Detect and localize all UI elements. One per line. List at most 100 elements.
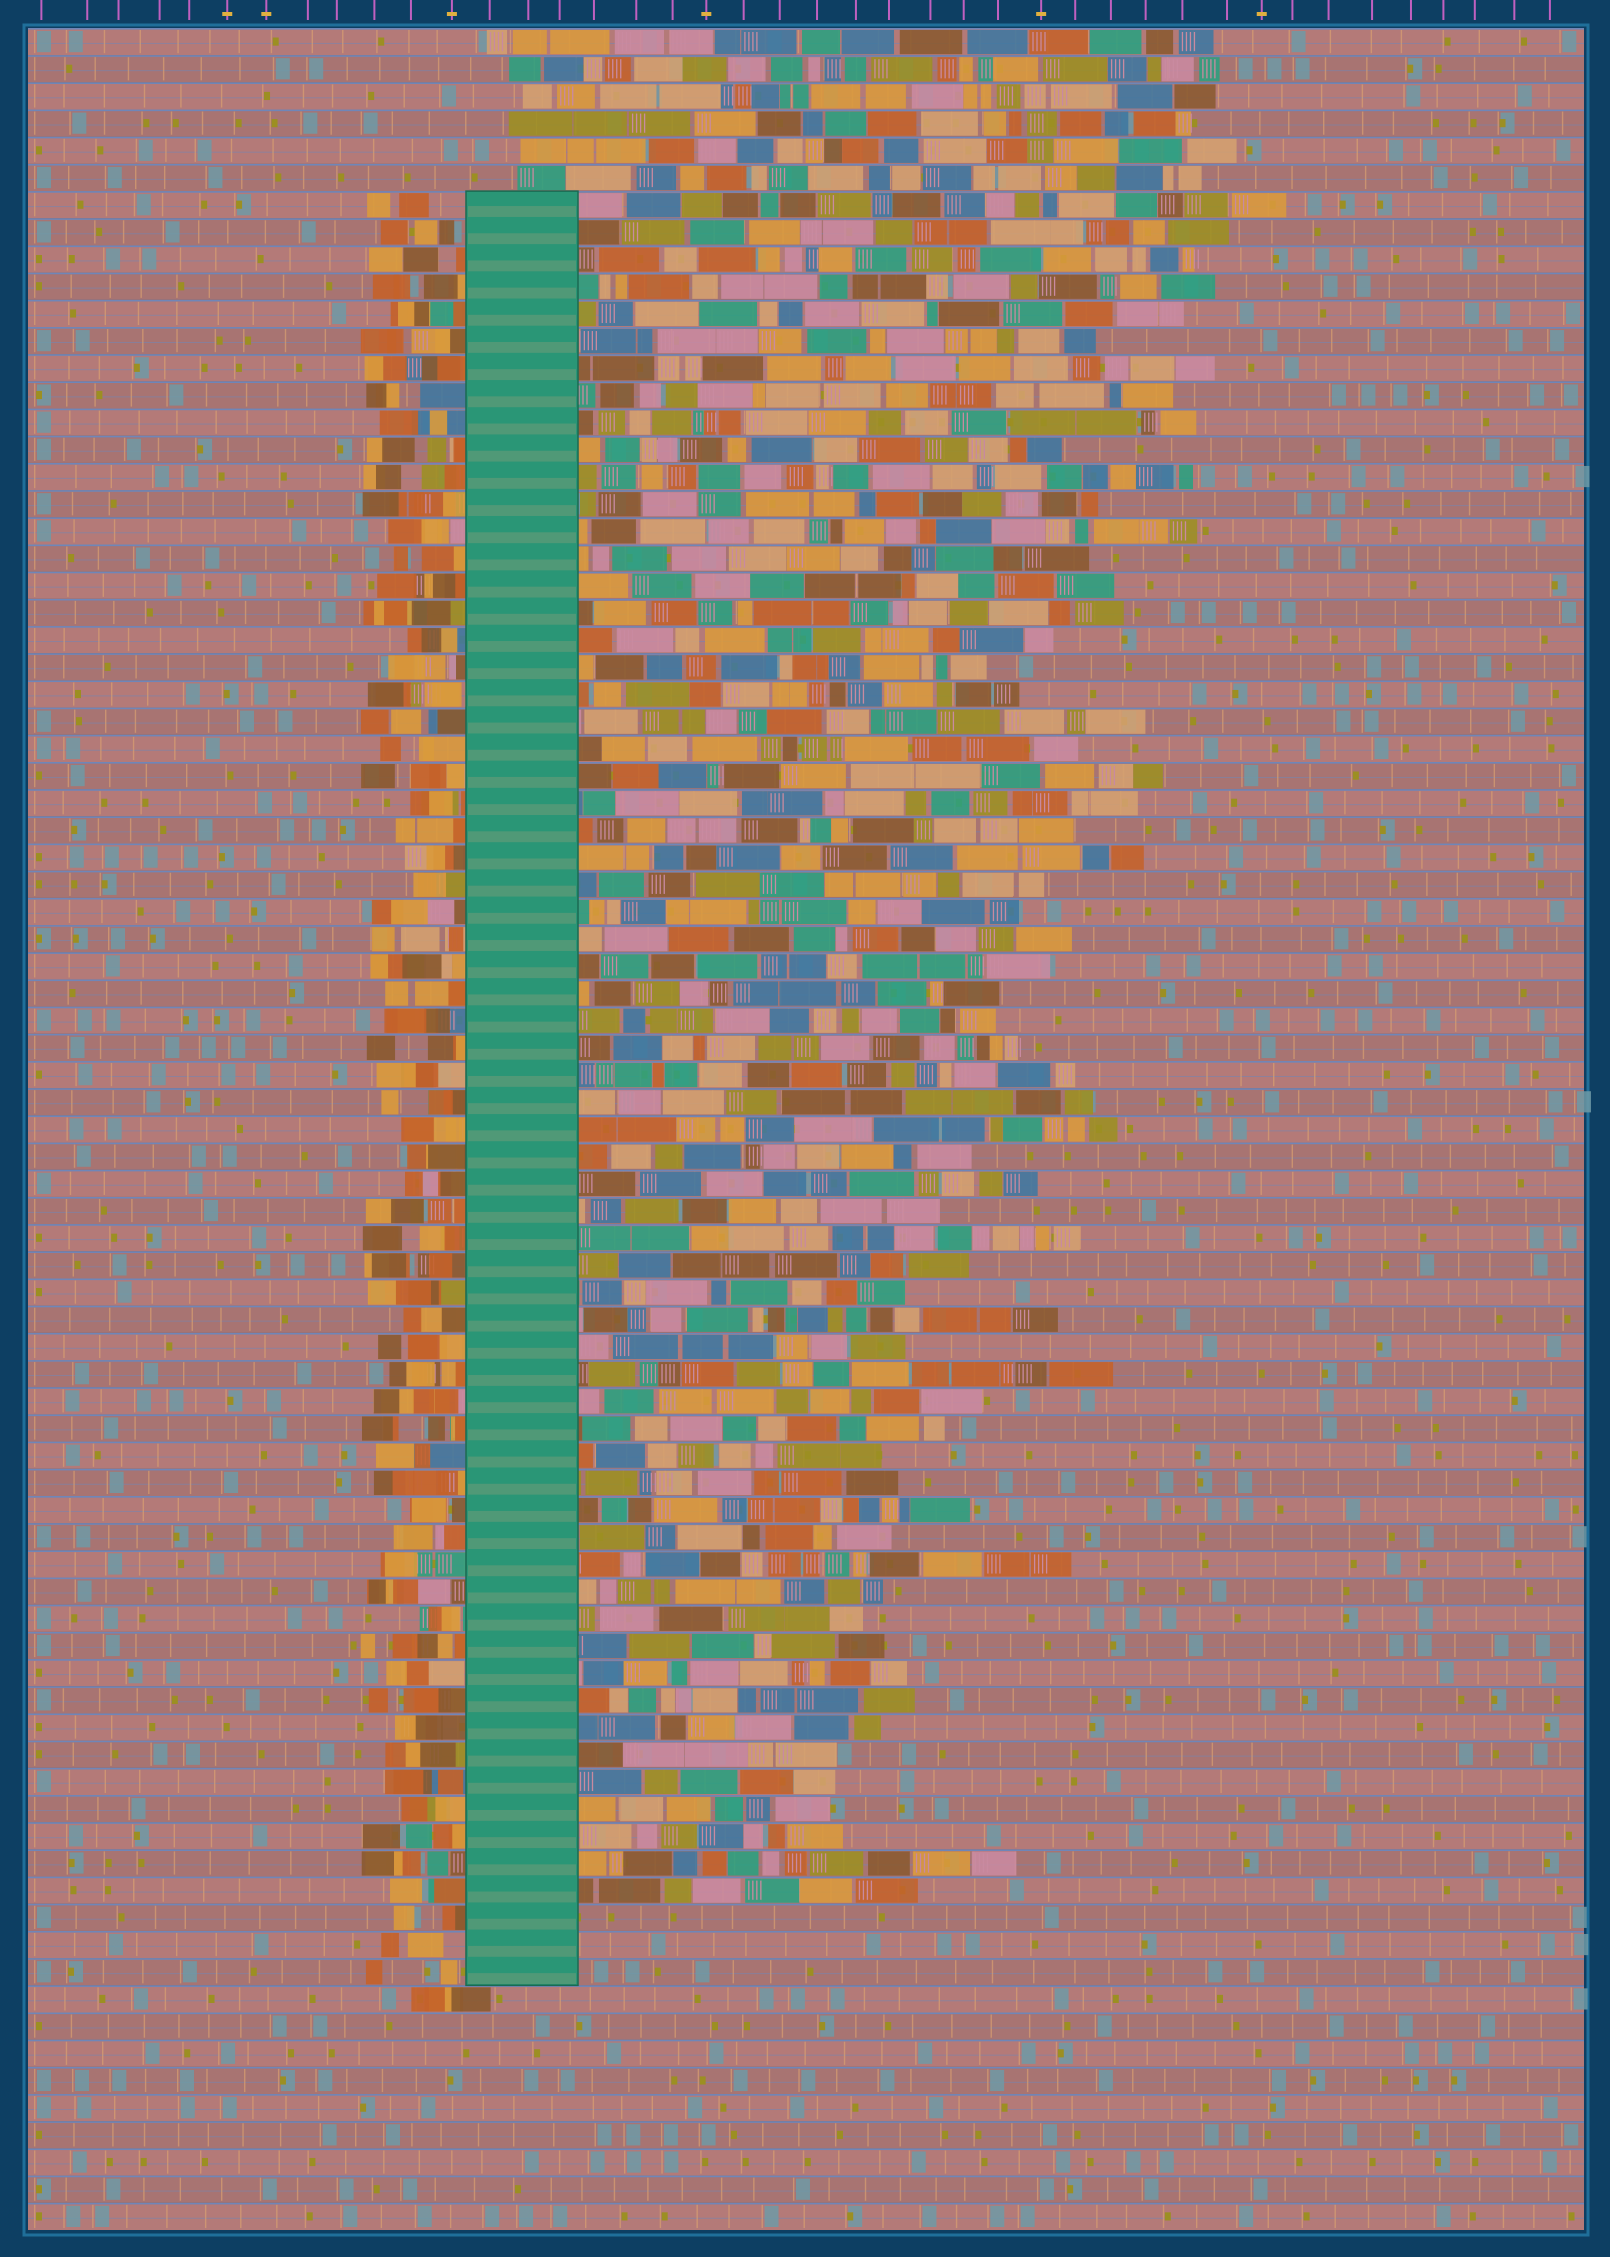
cell-boundary (120, 1443, 123, 1467)
cell-boundary (1518, 1878, 1521, 1902)
cell-boundary (319, 464, 321, 489)
well-tap (118, 1913, 125, 1922)
cell-boundary (34, 682, 36, 706)
cell-boundary (198, 1035, 201, 1060)
cell-boundary (1502, 1063, 1504, 1087)
cell-boundary (1525, 220, 1527, 244)
cell-boundary (445, 2068, 447, 2093)
cell-boundary (316, 655, 318, 679)
power-rail (28, 1305, 1584, 1308)
tap-cell (280, 2069, 295, 2092)
cell-boundary (1204, 410, 1207, 434)
cell-boundary (333, 1280, 336, 1304)
cell-boundary (1163, 1117, 1165, 1141)
tap-cell (1404, 1172, 1419, 1194)
cell-boundary (111, 1715, 113, 1739)
cell-boundary (809, 1905, 812, 1929)
cell-boundary (1163, 1797, 1166, 1821)
tap-cell (475, 139, 490, 161)
well-tap (216, 336, 223, 345)
cell-boundary (69, 1661, 71, 1685)
cell-boundary (1144, 1987, 1147, 2011)
cell-boundary (1255, 165, 1257, 190)
cell-boundary (34, 329, 36, 353)
cell-boundary (307, 1987, 309, 2011)
cell-boundary (75, 1063, 77, 1087)
cell-boundary (1340, 818, 1342, 842)
tap-cell (174, 1526, 189, 1548)
cell-boundary (1547, 193, 1549, 217)
cell-boundary (1562, 356, 1564, 380)
cell-boundary (336, 165, 338, 190)
cell-boundary (465, 111, 467, 135)
cell-boundary (66, 1797, 68, 1821)
cell-boundary (1537, 1932, 1540, 1957)
well-tap (1554, 1695, 1561, 1704)
cell-boundary (1450, 138, 1452, 162)
cell-boundary (915, 1824, 917, 1848)
io-pin (854, 0, 857, 20)
well-tap (1183, 554, 1190, 563)
well-tap (339, 825, 346, 835)
cell-boundary (1561, 220, 1563, 244)
cell-boundary (1445, 1715, 1447, 1739)
io-pin (409, 0, 412, 20)
cell-boundary (1216, 899, 1219, 924)
cell-boundary (1341, 1579, 1343, 1603)
cell-boundary (1450, 1198, 1452, 1223)
cell-boundary (1417, 1253, 1419, 1277)
cell-boundary (469, 57, 472, 81)
cell-boundary (62, 1443, 65, 1467)
well-tap (898, 1804, 905, 1813)
tap-cell (106, 248, 121, 270)
well-tap (1493, 146, 1500, 155)
cell-boundary (288, 682, 290, 706)
cell-boundary (1430, 329, 1432, 353)
cell-boundary (1469, 329, 1471, 353)
tap-cell (1402, 900, 1417, 923)
cell-boundary (361, 1797, 363, 1821)
power-rail (28, 218, 1584, 220)
cell-boundary (1479, 1498, 1481, 1522)
tap-cell (258, 792, 273, 814)
well-tap (885, 2022, 892, 2031)
tap-cell (1176, 1308, 1191, 1330)
tap-cell (191, 1145, 206, 1167)
io-pin (117, 0, 120, 20)
cell-boundary (1332, 1090, 1334, 1114)
cell-boundary (1462, 356, 1464, 380)
cell-boundary (1150, 1008, 1152, 1032)
cell-boundary (1496, 247, 1498, 271)
cell-boundary (324, 274, 326, 298)
cell-boundary (65, 30, 68, 54)
cell-boundary (1544, 709, 1547, 733)
cell-boundary (525, 1987, 527, 2011)
tap-cell (1267, 58, 1282, 80)
cell-boundary (1292, 57, 1294, 81)
well-tap (1220, 880, 1227, 889)
cell-boundary (99, 872, 101, 896)
well-tap (112, 1750, 119, 1759)
cell-boundary (384, 519, 387, 543)
cell-boundary (1166, 1063, 1169, 1087)
tap-cell (1233, 683, 1248, 705)
cell-boundary (147, 519, 149, 543)
cell-boundary (140, 791, 142, 815)
cell-boundary (326, 1851, 329, 1875)
cell-boundary (34, 1280, 36, 1304)
cell-boundary (1400, 1851, 1402, 1875)
cell-boundary (202, 546, 204, 570)
power-rail (28, 653, 1584, 655)
cell-boundary (398, 1606, 401, 1630)
tap-cell (287, 1607, 302, 1629)
cell-boundary (898, 1987, 901, 2011)
well-tap (424, 1967, 431, 1976)
cell-boundary (791, 84, 793, 108)
cell-boundary (333, 872, 336, 896)
cell-boundary (367, 1470, 369, 1494)
cell-boundary (1482, 437, 1485, 461)
cell-boundary (1411, 1198, 1414, 1223)
tap-cell (134, 1825, 149, 1847)
cell-boundary (70, 927, 73, 951)
tap-cell (1109, 1580, 1124, 1602)
